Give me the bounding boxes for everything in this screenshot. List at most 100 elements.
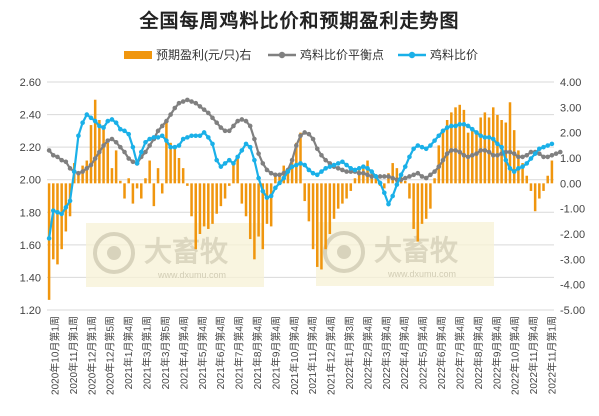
series-point	[164, 118, 169, 124]
x-tick-label: 2020年12月第1周	[85, 316, 98, 395]
profit-bar	[160, 183, 164, 194]
series-point	[411, 172, 416, 178]
series-point	[386, 174, 391, 179]
x-tick-label: 2022年7月第4周	[453, 316, 466, 389]
series-point	[323, 166, 328, 171]
profit-bar	[328, 183, 332, 234]
series-point	[495, 141, 500, 147]
right-tick-label: -4.00	[560, 280, 585, 292]
series-point	[222, 128, 228, 134]
series-point	[151, 135, 157, 140]
series-point	[122, 149, 127, 155]
right-tick-label: 0.00	[560, 178, 581, 190]
series-point	[80, 169, 85, 174]
profit-bar	[89, 125, 93, 184]
profit-bar	[261, 183, 265, 250]
series-point	[520, 154, 525, 160]
series-point	[402, 175, 408, 181]
series-point	[390, 175, 395, 181]
profit-bar	[223, 183, 227, 199]
x-tick-label: 2022年3月第4周	[380, 316, 393, 389]
profit-bar	[458, 104, 461, 184]
series-point	[365, 166, 370, 171]
left-tick-label: 1.40	[20, 272, 41, 284]
series-point	[201, 107, 207, 112]
profit-bar	[169, 142, 172, 184]
series-point	[118, 126, 123, 132]
x-tick-label: 2021年4月第4周	[177, 316, 190, 389]
profit-bar	[521, 163, 524, 184]
profit-bar	[269, 183, 273, 227]
x-tick-label: 2022年6月第4周	[435, 316, 448, 389]
series-point	[369, 169, 375, 174]
series-point	[407, 174, 412, 179]
line-series	[46, 97, 563, 241]
series-point	[440, 128, 446, 134]
profit-bar	[77, 173, 80, 184]
series-point	[168, 144, 173, 150]
series-point	[277, 180, 282, 186]
series-point	[289, 164, 295, 169]
profit-bar	[525, 175, 529, 184]
series-point	[239, 117, 245, 122]
series-point	[80, 120, 85, 126]
series-point	[436, 133, 442, 139]
series-point	[444, 151, 450, 156]
series-point	[197, 104, 203, 109]
profit-bar	[429, 183, 432, 209]
left-tick-label: 2.60	[20, 77, 41, 89]
series-point	[469, 152, 475, 158]
series-point	[273, 172, 278, 178]
series-point	[138, 149, 144, 155]
series-point	[415, 143, 421, 148]
watermark: 大畜牧 www.dxumu.com	[86, 223, 264, 287]
series-point	[59, 157, 64, 163]
x-tick-label: 2021年7月第4周	[233, 316, 246, 389]
series-point	[226, 157, 232, 163]
series-point	[201, 130, 207, 135]
legend-swatch	[124, 51, 152, 59]
series-point	[260, 161, 266, 166]
series-point	[252, 157, 257, 163]
x-tick-label: 2021年5月第4周	[196, 316, 209, 389]
series-point	[143, 139, 148, 145]
series-point	[310, 136, 316, 142]
series-point	[486, 135, 492, 140]
profit-bar	[483, 112, 487, 184]
x-tick-label: 2022年11月第1周	[546, 316, 559, 394]
profit-bar	[198, 183, 202, 234]
x-tick-label: 2021年10月第4周	[288, 316, 301, 395]
series-point	[545, 154, 551, 160]
series-point	[386, 201, 391, 207]
series-point	[88, 115, 94, 121]
series-point	[67, 198, 73, 204]
chart-title: 全国每周鸡料比价和预期盈利走势图	[139, 11, 460, 32]
series-point	[88, 162, 94, 168]
series-point	[524, 161, 530, 166]
profit-bar	[148, 160, 151, 184]
profit-bar	[127, 178, 130, 184]
series-point	[436, 164, 442, 169]
series-point	[495, 152, 500, 158]
x-tick-label: 2021年1月第4周	[122, 316, 135, 389]
series-point	[59, 211, 64, 217]
series-point	[67, 166, 73, 171]
profit-bar	[253, 183, 256, 260]
series-point	[319, 152, 324, 158]
right-tick-label: -5.00	[560, 305, 585, 317]
series-point	[147, 143, 152, 148]
profit-bar	[324, 183, 327, 250]
series-point	[314, 172, 320, 178]
series-point	[268, 193, 274, 199]
series-point	[402, 164, 408, 169]
profit-bar	[131, 183, 135, 204]
series-point	[206, 135, 211, 140]
series-point	[130, 159, 136, 165]
series-point	[348, 166, 354, 171]
profit-bar	[240, 183, 244, 204]
series-point	[453, 123, 458, 129]
series-point	[214, 157, 219, 163]
series-point	[373, 174, 379, 179]
series-point	[369, 174, 375, 179]
series-point	[214, 120, 219, 126]
